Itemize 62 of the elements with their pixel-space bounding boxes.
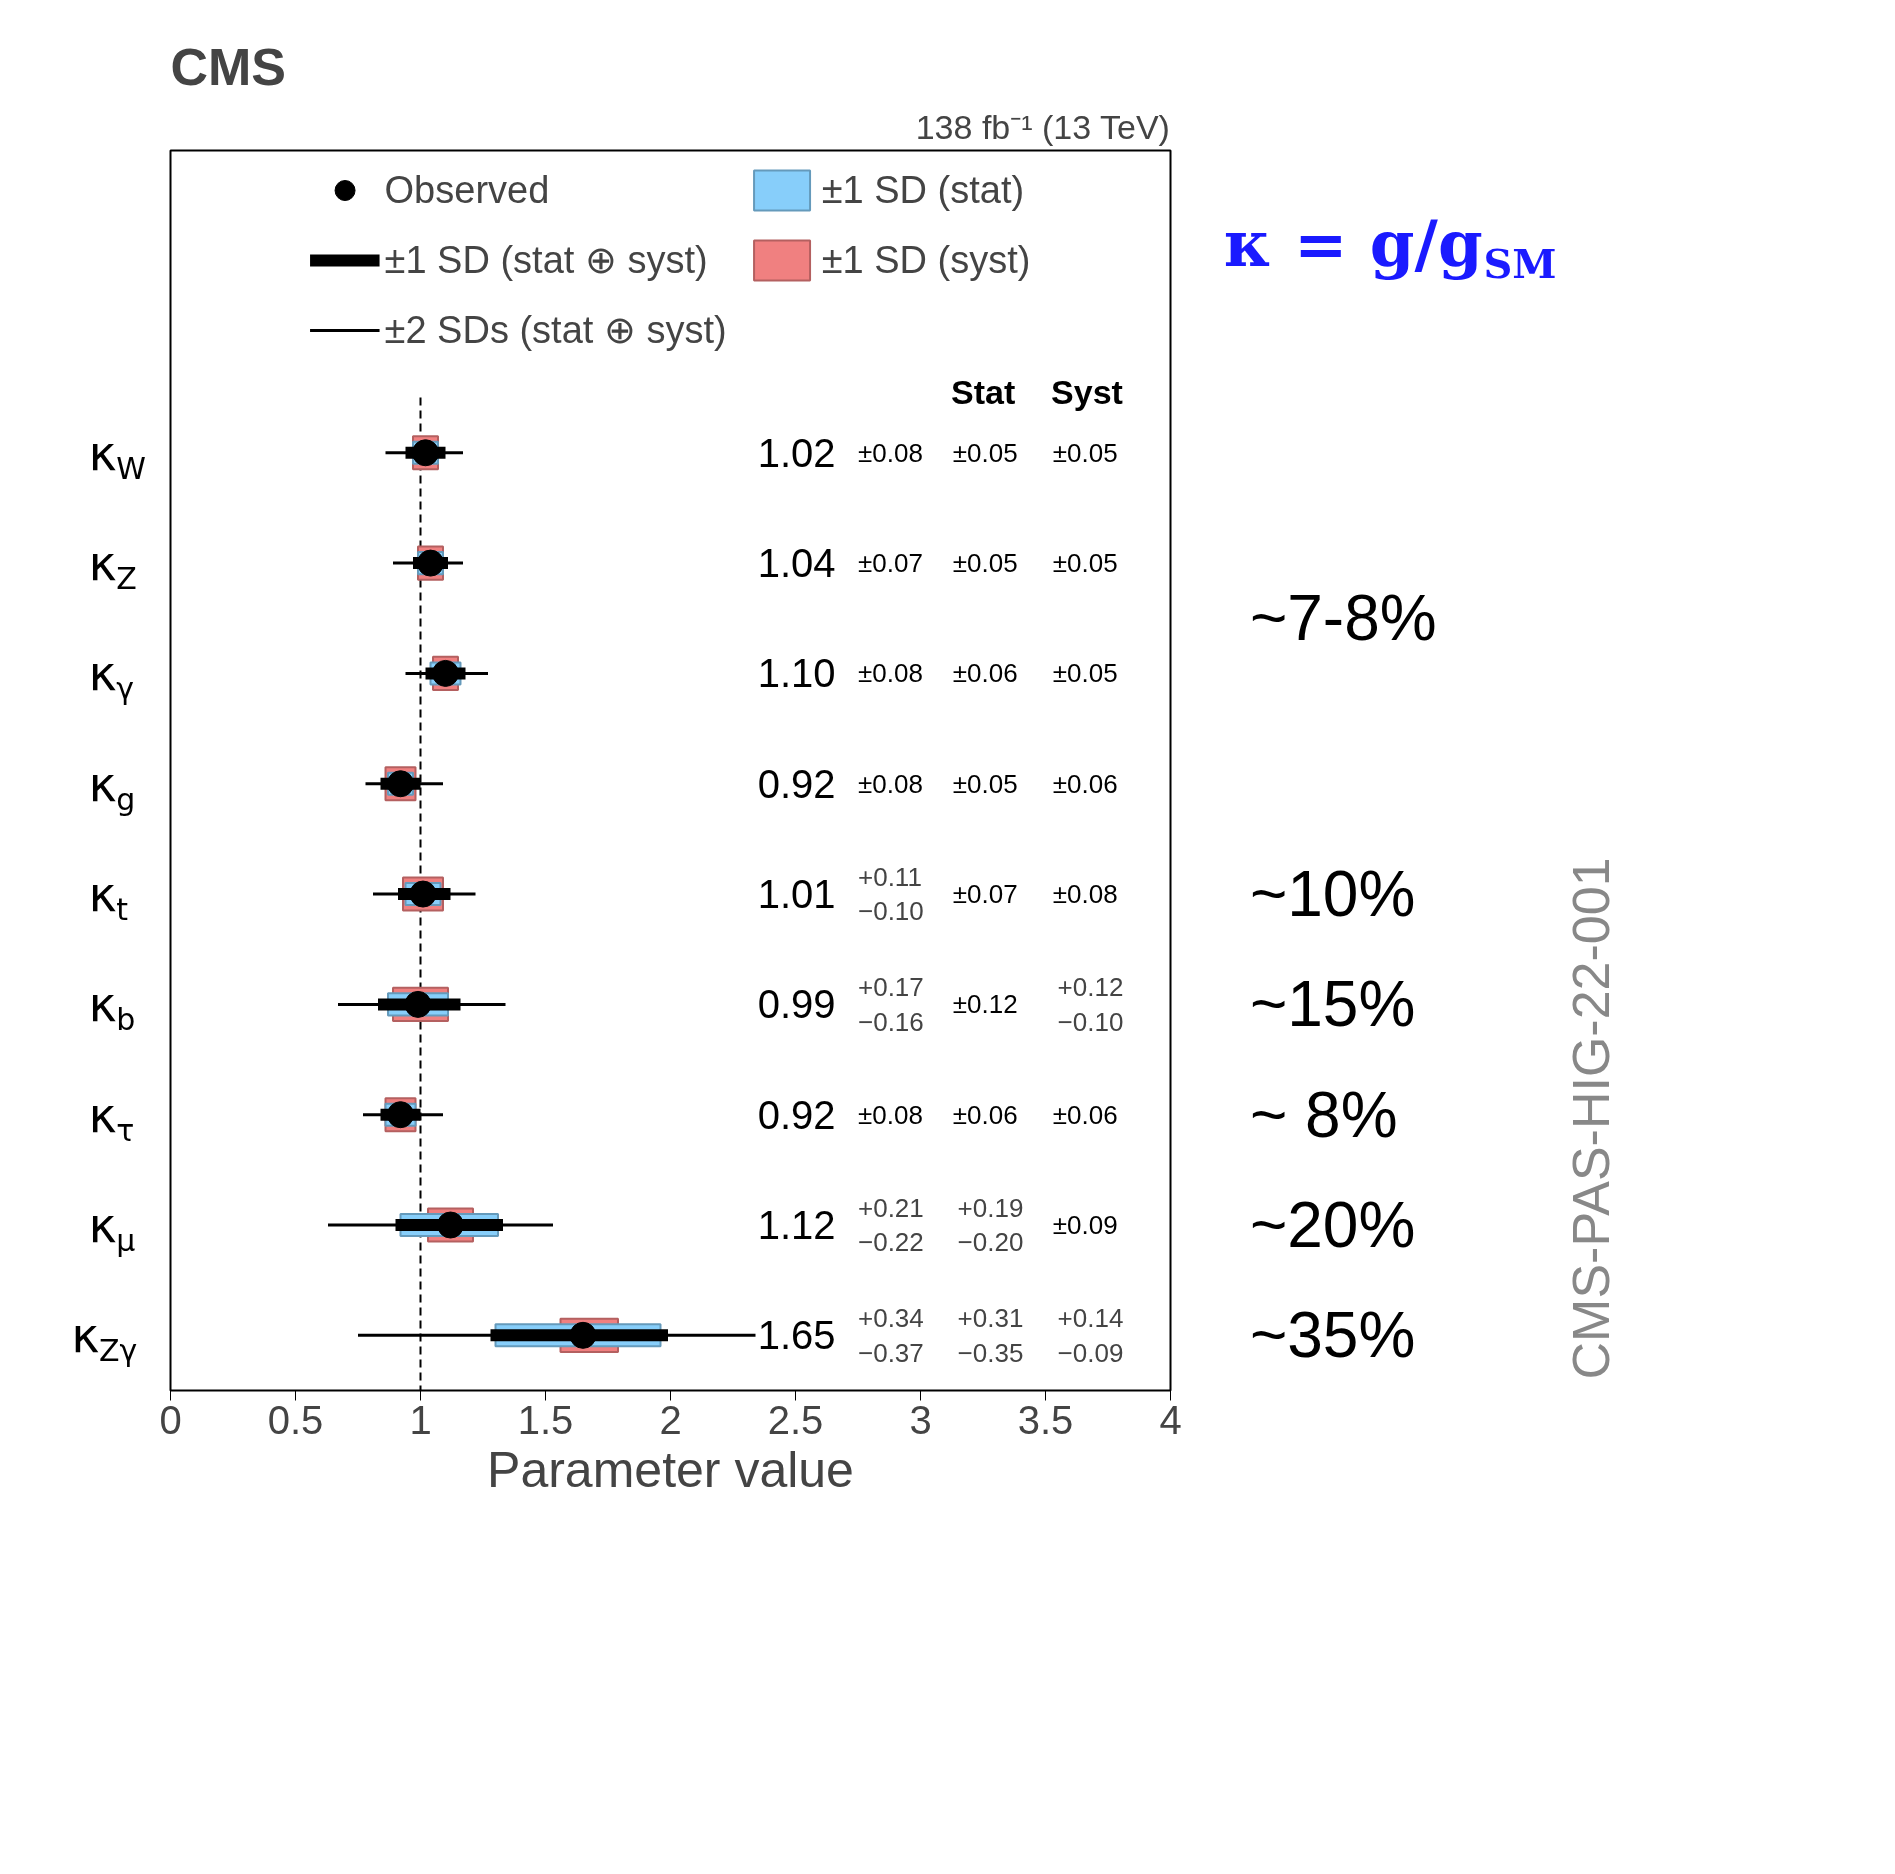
legend-label: ±2 SDs (stat ⊕ syst) — [384, 308, 727, 352]
annotation: 0.92 — [757, 1092, 836, 1137]
x-tick-label: 3 — [909, 1397, 932, 1442]
annotation: ±0.05 — [1052, 658, 1118, 689]
annotation: ±0.07 — [952, 879, 1018, 910]
annotation: ±0.12 — [952, 989, 1018, 1020]
legend-label: ±1 SD (syst) — [821, 238, 1031, 282]
annotation: 1.01 — [757, 872, 836, 917]
x-tick-label: 3.5 — [1017, 1397, 1074, 1442]
annotation: +0.34 −0.37 — [858, 1303, 924, 1368]
annotation: ±0.06 — [1052, 768, 1118, 799]
annotation: Stat — [951, 373, 1016, 412]
annotation: ±0.05 — [952, 768, 1018, 799]
x-tick-label: 2 — [659, 1397, 682, 1442]
x-tick-label: 2.5 — [767, 1397, 824, 1442]
annotation: ±0.06 — [952, 1099, 1018, 1130]
annotation: 1.02 — [757, 430, 836, 475]
annotation: +0.31 −0.35 — [957, 1303, 1024, 1368]
chart-subtitle: 138 fb⁻¹ (13 TeV) — [915, 107, 1170, 146]
annotation: +0.17 −0.16 — [858, 972, 924, 1037]
annotation: ±0.05 — [952, 437, 1018, 468]
annotation: ±0.05 — [1052, 437, 1118, 468]
text: ~10% — [1249, 858, 1416, 931]
x-tick-label: 1.5 — [517, 1397, 574, 1442]
x-tick-label: 0 — [159, 1397, 182, 1442]
chart-title: CMS — [170, 37, 287, 96]
text: CMS-PAS-HIG-22-001 — [1562, 857, 1621, 1380]
annotation: ±0.08 — [858, 658, 923, 689]
annotation: 1.65 — [757, 1313, 836, 1358]
annotation: 1.04 — [757, 541, 836, 586]
annotation: 1.12 — [757, 1203, 836, 1248]
text: ~20% — [1249, 1189, 1416, 1262]
x-tick-label: 4 — [1159, 1397, 1182, 1442]
annotation: ±0.05 — [952, 548, 1018, 579]
annotation: ±0.07 — [858, 548, 923, 579]
annotation: Syst — [1051, 373, 1123, 412]
text: ~7-8% — [1249, 582, 1437, 655]
annotation: ±0.05 — [1052, 548, 1118, 579]
annotation: 0.99 — [757, 982, 836, 1027]
annotation: 0.92 — [757, 761, 836, 806]
text: ~ 8% — [1249, 1078, 1398, 1151]
x-tick-label: 0.5 — [267, 1397, 324, 1442]
annotation: +0.14 −0.09 — [1057, 1303, 1124, 1368]
annotation: +0.11 −0.10 — [858, 861, 924, 927]
annotation: +0.19 −0.20 — [957, 1192, 1024, 1258]
annotation: 1.10 — [757, 651, 836, 696]
annotation: ±0.09 — [1052, 1210, 1118, 1241]
legend-label: ±1 SD (stat ⊕ syst) — [384, 238, 708, 282]
annotation: ±0.06 — [1052, 1099, 1118, 1130]
text: ~15% — [1249, 968, 1416, 1041]
legend-label: ±1 SD (stat) — [821, 168, 1025, 212]
annotation: +0.21 −0.22 — [858, 1192, 924, 1258]
annotation: ±0.08 — [1052, 879, 1118, 910]
annotation: ±0.08 — [858, 437, 923, 468]
annotation: ±0.06 — [952, 658, 1018, 689]
x-axis-title: Parameter value — [487, 1441, 854, 1498]
legend-label: Observed — [384, 168, 550, 212]
annotation: +0.12 −0.10 — [1057, 972, 1124, 1037]
annotation: ±0.08 — [858, 768, 923, 799]
annotation: ±0.08 — [858, 1099, 923, 1130]
text: ~35% — [1249, 1299, 1416, 1372]
x-tick-label: 1 — [409, 1397, 432, 1442]
